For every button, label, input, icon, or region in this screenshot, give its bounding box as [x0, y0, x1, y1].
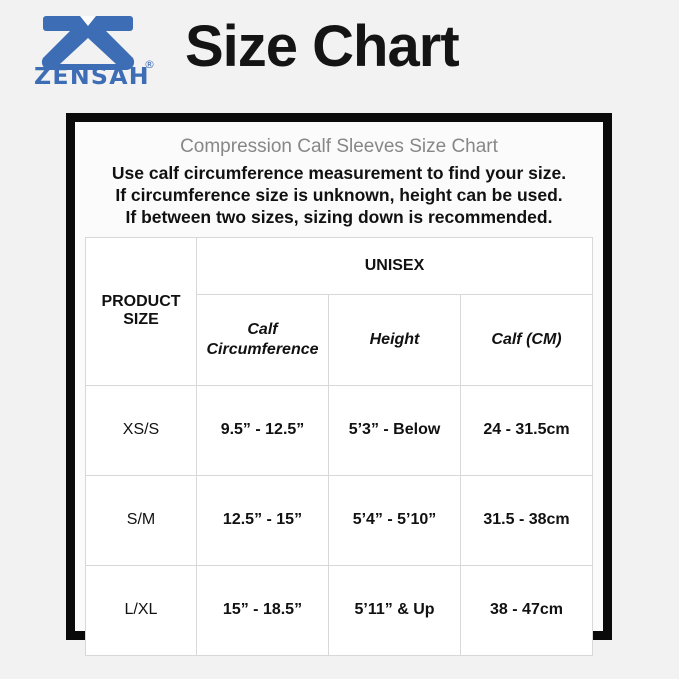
cell-size: L/XL: [85, 564, 197, 656]
cell-height: 5’4” - 5’10”: [328, 474, 461, 566]
cell-calf-cm: 38 - 47cm: [460, 564, 593, 656]
column-header-product-size: PRODUCT SIZE: [85, 236, 197, 386]
table-row: L/XL 15” - 18.5” 5’11” & Up 38 - 47cm: [85, 564, 593, 656]
cell-height: 5’11” & Up: [328, 564, 461, 656]
column-header-calf-cm: Calf (CM): [460, 293, 593, 386]
size-table: PRODUCT SIZE UNISEX Calf Circumference H…: [85, 236, 593, 656]
table-subheader-row: Calf Circumference Height Calf (CM): [86, 293, 593, 386]
instruction-line-3: If between two sizes, sizing down is rec…: [125, 207, 553, 228]
brand-logo: ZENSAH ®: [28, 14, 156, 94]
cell-calf-circumference: 12.5” - 15”: [196, 474, 329, 566]
column-header-unisex: UNISEX: [196, 236, 593, 295]
instruction-line-2: If circumference size is unknown, height…: [115, 185, 563, 206]
product-size-line-1: PRODUCT: [101, 292, 181, 310]
table-header-row: PRODUCT SIZE UNISEX: [85, 236, 593, 386]
brand-wordmark: ZENSAH: [34, 64, 150, 90]
cell-size: XS/S: [85, 384, 197, 476]
cell-height: 5’3” - Below: [328, 384, 461, 476]
column-header-height: Height: [328, 293, 461, 386]
registered-trademark-icon: ®: [144, 58, 155, 71]
cell-calf-cm: 31.5 - 38cm: [460, 474, 593, 566]
table-row: XS/S 9.5” - 12.5” 5’3” - Below 24 - 31.5…: [85, 384, 593, 476]
calf-circumference-line-2: Circumference: [206, 340, 319, 358]
calf-circumference-line-1: Calf: [247, 320, 278, 338]
cell-size: S/M: [85, 474, 197, 566]
table-row: S/M 12.5” - 15” 5’4” - 5’10” 31.5 - 38cm: [85, 474, 593, 566]
chart-instructions: Use calf circumference measurement to fi…: [85, 162, 593, 229]
page-title: Size Chart: [185, 14, 460, 79]
cell-calf-circumference: 15” - 18.5”: [196, 564, 329, 656]
product-size-line-2: SIZE: [123, 311, 159, 329]
size-chart-body: Compression Calf Sleeves Size Chart Use …: [75, 122, 603, 656]
cell-calf-cm: 24 - 31.5cm: [460, 384, 593, 476]
cell-calf-circumference: 9.5” - 12.5”: [196, 384, 329, 476]
column-header-calf-circumference: Calf Circumference: [196, 293, 329, 386]
size-chart-frame: Compression Calf Sleeves Size Chart Use …: [66, 113, 612, 656]
chart-heading: Compression Calf Sleeves Size Chart: [180, 136, 498, 157]
zensah-z-logo-icon: [32, 14, 144, 72]
page-header: ZENSAH ® Size Chart: [0, 0, 679, 108]
instruction-line-1: Use calf circumference measurement to fi…: [111, 162, 567, 183]
